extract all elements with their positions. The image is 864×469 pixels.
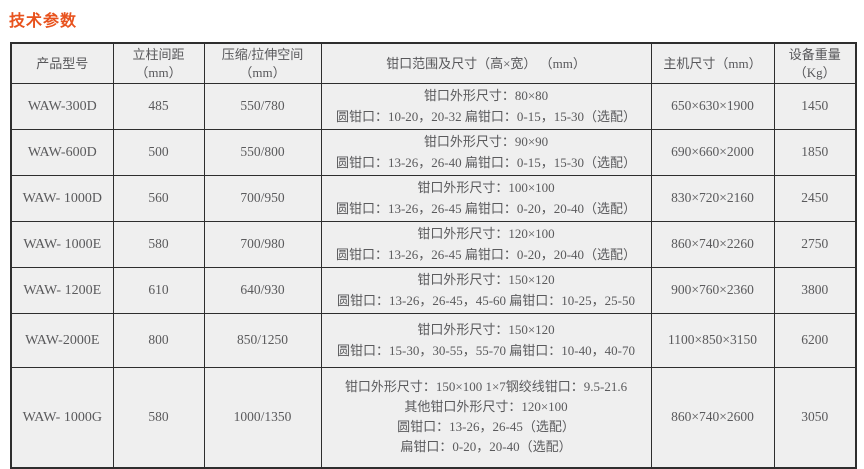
cell-compression-tension-space: 550/780 bbox=[203, 83, 322, 131]
table-row: WAW- 1000D 560 700/950 钳口外形尺寸：100×100 圆钳… bbox=[10, 175, 857, 223]
cell-compression-tension-space: 700/980 bbox=[203, 221, 322, 269]
cell-jaw-range-size: 钳口外形尺寸：150×120 圆钳口：13-26，26-45，45-60 扁钳口… bbox=[320, 267, 652, 315]
cell-machine-size: 900×760×2360 bbox=[650, 267, 775, 315]
cell-compression-tension-space: 1000/1350 bbox=[203, 367, 322, 469]
table-row: WAW- 1200E 610 640/930 钳口外形尺寸：150×120 圆钳… bbox=[10, 267, 857, 315]
cell-compression-tension-space: 640/930 bbox=[203, 267, 322, 315]
cell-column-spacing: 580 bbox=[112, 367, 205, 469]
cell-equipment-weight: 6200 bbox=[773, 313, 857, 369]
cell-machine-size: 650×630×1900 bbox=[650, 83, 775, 131]
col-header-machine-size: 主机尺寸（mm） bbox=[650, 42, 775, 85]
cell-column-spacing: 485 bbox=[112, 83, 205, 131]
cell-jaw-range-size: 钳口外形尺寸：120×100 圆钳口：13-26，26-45 扁钳口：0-20，… bbox=[320, 221, 652, 269]
col-header-jaw-range-size: 钳口范围及尺寸（高×宽） （mm） bbox=[320, 42, 652, 85]
cell-jaw-range-size: 钳口外形尺寸：150×120 圆钳口：15-30，30-55，55-70 扁钳口… bbox=[320, 313, 652, 369]
col-header-column-spacing: 立柱间距 （mm） bbox=[112, 42, 205, 85]
cell-compression-tension-space: 850/1250 bbox=[203, 313, 322, 369]
cell-equipment-weight: 1450 bbox=[773, 83, 857, 131]
table-row: WAW-2000E 800 850/1250 钳口外形尺寸：150×120 圆钳… bbox=[10, 313, 857, 369]
page-title: 技术参数 bbox=[9, 13, 78, 30]
cell-jaw-range-size: 钳口外形尺寸：90×90 圆钳口：13-26，26-40 扁钳口：0-15，15… bbox=[320, 129, 652, 177]
col-header-compression-tension-space: 压缩/拉伸空间 （mm） bbox=[203, 42, 322, 85]
cell-machine-size: 830×720×2160 bbox=[650, 175, 775, 223]
cell-jaw-range-size: 钳口外形尺寸：150×100 1×7钢绞线钳口：9.5-21.6 其他钳口外形尺… bbox=[320, 367, 652, 469]
cell-product-model: WAW- 1000E bbox=[10, 221, 114, 269]
cell-machine-size: 860×740×2600 bbox=[650, 367, 775, 469]
cell-product-model: WAW-2000E bbox=[10, 313, 114, 369]
cell-product-model: WAW- 1200E bbox=[10, 267, 114, 315]
cell-compression-tension-space: 700/950 bbox=[203, 175, 322, 223]
table-row: WAW-300D 485 550/780 钳口外形尺寸：80×80 圆钳口：10… bbox=[10, 83, 857, 131]
cell-jaw-range-size: 钳口外形尺寸：80×80 圆钳口：10-20，20-32 扁钳口：0-15，15… bbox=[320, 83, 652, 131]
table-row: WAW-600D 500 550/800 钳口外形尺寸：90×90 圆钳口：13… bbox=[10, 129, 857, 177]
cell-equipment-weight: 2450 bbox=[773, 175, 857, 223]
specs-table: 产品型号 立柱间距 （mm） 压缩/拉伸空间 （mm） 钳口范围及尺寸（高×宽）… bbox=[10, 42, 857, 469]
cell-equipment-weight: 3800 bbox=[773, 267, 857, 315]
cell-column-spacing: 800 bbox=[112, 313, 205, 369]
cell-machine-size: 1100×850×3150 bbox=[650, 313, 775, 369]
cell-jaw-range-size: 钳口外形尺寸：100×100 圆钳口：13-26，26-45 扁钳口：0-20，… bbox=[320, 175, 652, 223]
cell-equipment-weight: 1850 bbox=[773, 129, 857, 177]
cell-column-spacing: 500 bbox=[112, 129, 205, 177]
header-row: 产品型号 立柱间距 （mm） 压缩/拉伸空间 （mm） 钳口范围及尺寸（高×宽）… bbox=[10, 42, 857, 85]
col-header-product-model: 产品型号 bbox=[10, 42, 114, 85]
cell-product-model: WAW- 1000G bbox=[10, 367, 114, 469]
cell-compression-tension-space: 550/800 bbox=[203, 129, 322, 177]
col-header-equipment-weight: 设备重量 （Kg） bbox=[773, 42, 857, 85]
cell-column-spacing: 580 bbox=[112, 221, 205, 269]
cell-equipment-weight: 2750 bbox=[773, 221, 857, 269]
cell-product-model: WAW-600D bbox=[10, 129, 114, 177]
table-row: WAW- 1000E 580 700/980 钳口外形尺寸：120×100 圆钳… bbox=[10, 221, 857, 269]
cell-product-model: WAW- 1000D bbox=[10, 175, 114, 223]
cell-equipment-weight: 3050 bbox=[773, 367, 857, 469]
cell-column-spacing: 610 bbox=[112, 267, 205, 315]
cell-column-spacing: 560 bbox=[112, 175, 205, 223]
cell-machine-size: 860×740×2260 bbox=[650, 221, 775, 269]
cell-machine-size: 690×660×2000 bbox=[650, 129, 775, 177]
cell-product-model: WAW-300D bbox=[10, 83, 114, 131]
table-row: WAW- 1000G 580 1000/1350 钳口外形尺寸：150×100 … bbox=[10, 367, 857, 469]
